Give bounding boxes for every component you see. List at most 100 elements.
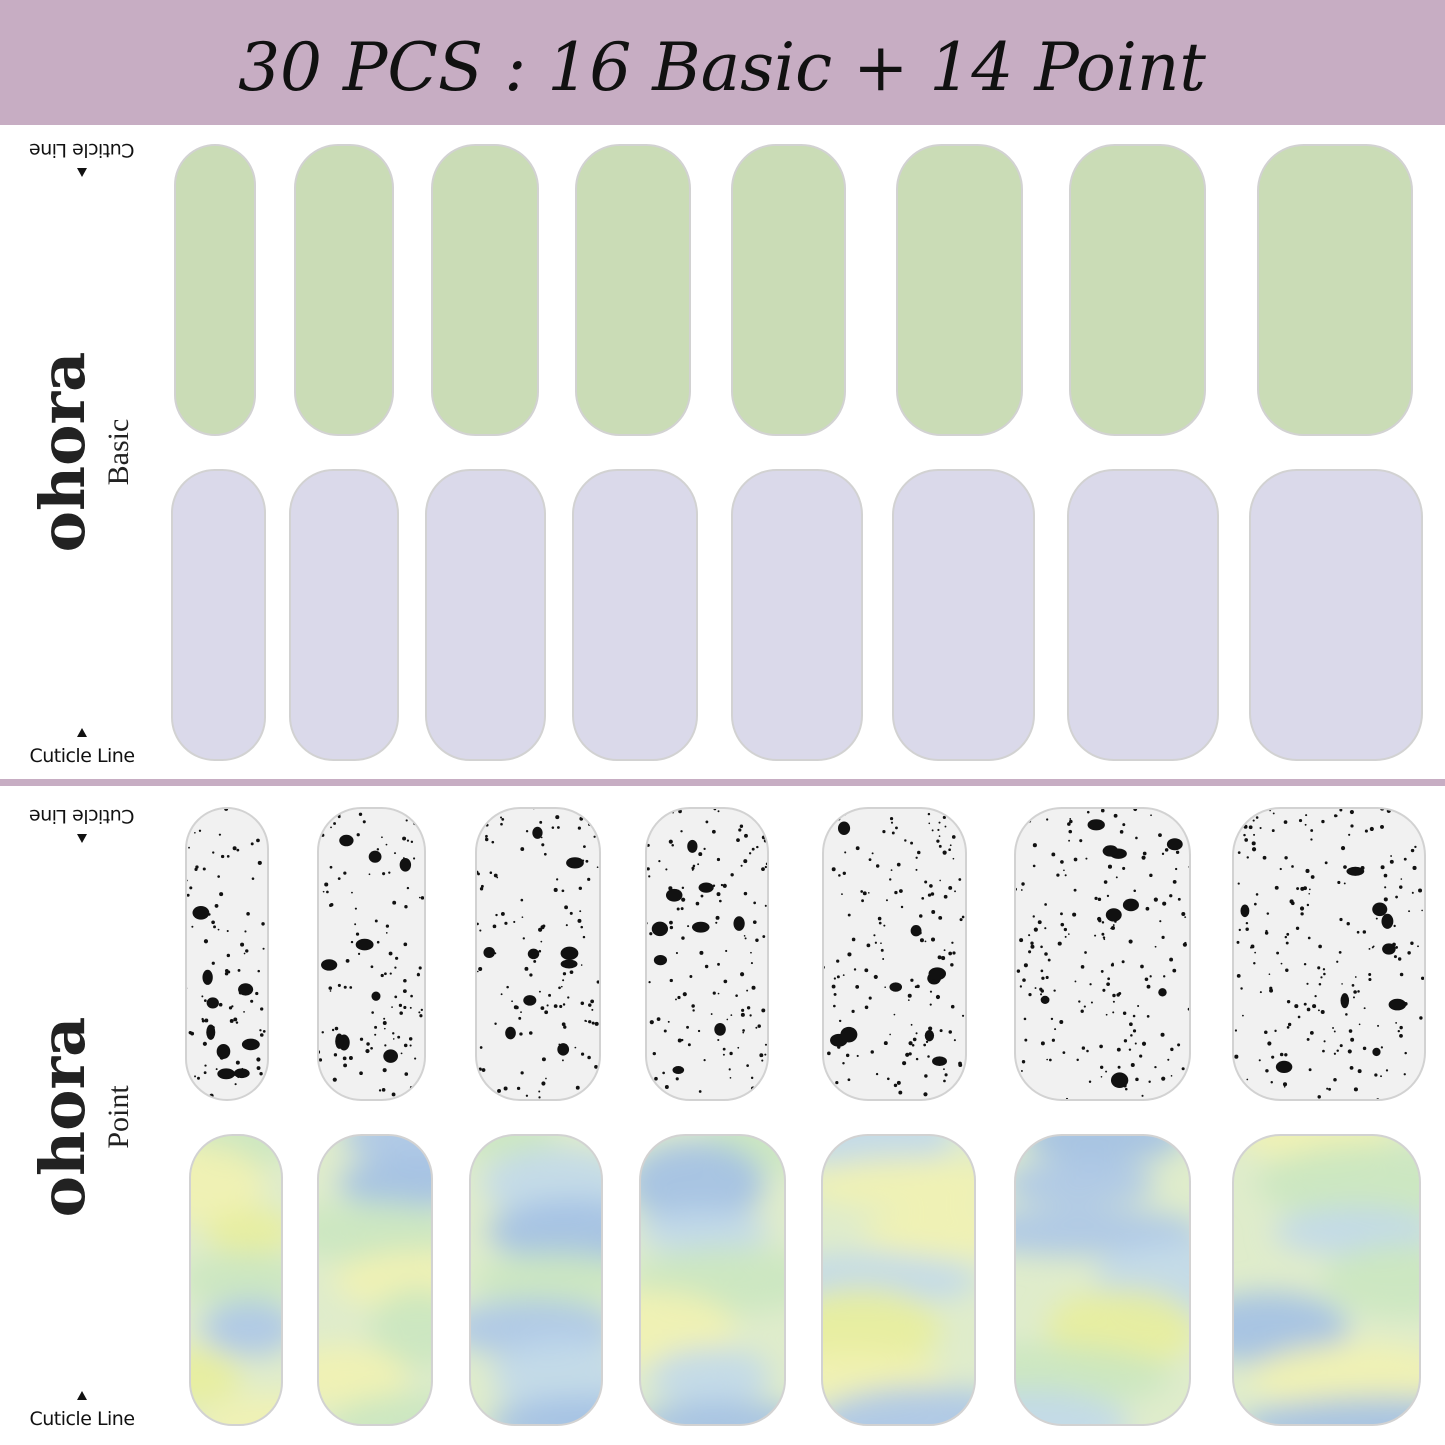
speck <box>1172 879 1177 884</box>
speck <box>376 940 380 944</box>
speck <box>516 1086 521 1091</box>
speck <box>1133 889 1137 892</box>
speck <box>1251 847 1257 852</box>
speck <box>729 1051 733 1056</box>
speck <box>529 1031 533 1035</box>
flake <box>557 1043 570 1056</box>
nail-outline <box>189 1134 283 1426</box>
nail <box>732 470 862 760</box>
speck <box>1040 945 1043 949</box>
flake <box>687 839 698 853</box>
speck <box>1119 830 1124 834</box>
speck <box>1312 1004 1317 1009</box>
speck <box>1253 833 1256 836</box>
nail <box>426 470 545 760</box>
speck <box>1350 1037 1355 1042</box>
speck <box>864 1005 869 1010</box>
speck <box>1045 975 1049 980</box>
speck <box>1164 848 1169 852</box>
speck <box>851 1009 855 1013</box>
speck <box>948 1030 952 1034</box>
nail-outline <box>1069 144 1206 436</box>
speck <box>652 1051 656 1056</box>
nail-outline <box>731 144 846 436</box>
speck <box>1310 829 1314 832</box>
nail <box>476 808 600 1100</box>
nail <box>172 470 265 760</box>
speck <box>513 1005 518 1010</box>
speck <box>494 1022 497 1025</box>
nail-fill <box>1068 470 1218 760</box>
speck <box>715 915 720 920</box>
nail-fill <box>732 145 845 435</box>
speck <box>664 1085 669 1089</box>
flake <box>653 955 668 966</box>
speck <box>949 844 952 847</box>
speck <box>1169 957 1174 962</box>
speck <box>334 1026 339 1031</box>
speck <box>1121 960 1125 964</box>
speck <box>354 923 357 926</box>
speck <box>385 932 388 934</box>
speck <box>506 985 509 989</box>
nail-fill <box>576 145 690 435</box>
speck <box>202 1041 207 1046</box>
speck <box>504 921 508 925</box>
speck <box>1410 848 1415 853</box>
speck <box>388 871 391 874</box>
speck <box>1345 1013 1348 1016</box>
speck <box>580 925 584 929</box>
speck <box>929 1003 932 1006</box>
speck <box>1116 993 1120 997</box>
speck <box>1069 819 1073 824</box>
speck <box>384 1044 387 1047</box>
speck <box>1364 829 1368 833</box>
speck <box>256 1057 261 1062</box>
flake <box>368 850 382 863</box>
nail-fill <box>1015 808 1190 1100</box>
speck <box>403 978 407 983</box>
speck <box>404 905 408 909</box>
speck <box>1237 882 1240 885</box>
speck <box>370 965 374 969</box>
speck <box>833 977 837 980</box>
speck <box>1246 856 1249 859</box>
speck <box>1264 931 1269 935</box>
swirl <box>318 1201 432 1262</box>
speck <box>1279 867 1282 871</box>
speck <box>1088 1080 1092 1083</box>
swirl <box>370 1287 432 1369</box>
flake <box>924 1029 935 1042</box>
speck <box>582 935 586 939</box>
swirl <box>1240 1396 1420 1425</box>
speck <box>1170 1075 1173 1077</box>
nail-outline <box>317 807 426 1101</box>
speck <box>1339 917 1343 922</box>
speck <box>730 1014 733 1016</box>
speck <box>362 820 366 824</box>
flake <box>1388 998 1407 1011</box>
speck <box>1272 812 1275 815</box>
speck <box>397 1035 401 1039</box>
swirl <box>338 1157 432 1210</box>
speck <box>1358 1023 1361 1026</box>
speck <box>895 826 898 830</box>
speck <box>915 868 918 871</box>
speck <box>575 1085 580 1090</box>
cuticle-line: Cuticle Line <box>29 1408 134 1430</box>
speck <box>331 1028 335 1032</box>
speck <box>875 1072 879 1076</box>
speck <box>739 824 744 828</box>
speck <box>736 838 740 842</box>
flake <box>1102 845 1119 857</box>
nail-outline <box>294 144 394 436</box>
speck <box>234 1083 237 1086</box>
speck <box>698 852 703 857</box>
speck <box>1403 1073 1406 1076</box>
speck <box>1160 1032 1165 1037</box>
speck <box>910 978 914 982</box>
speck <box>1274 885 1279 890</box>
speck <box>1318 944 1322 949</box>
nail <box>573 470 697 760</box>
speck <box>1267 1041 1272 1046</box>
